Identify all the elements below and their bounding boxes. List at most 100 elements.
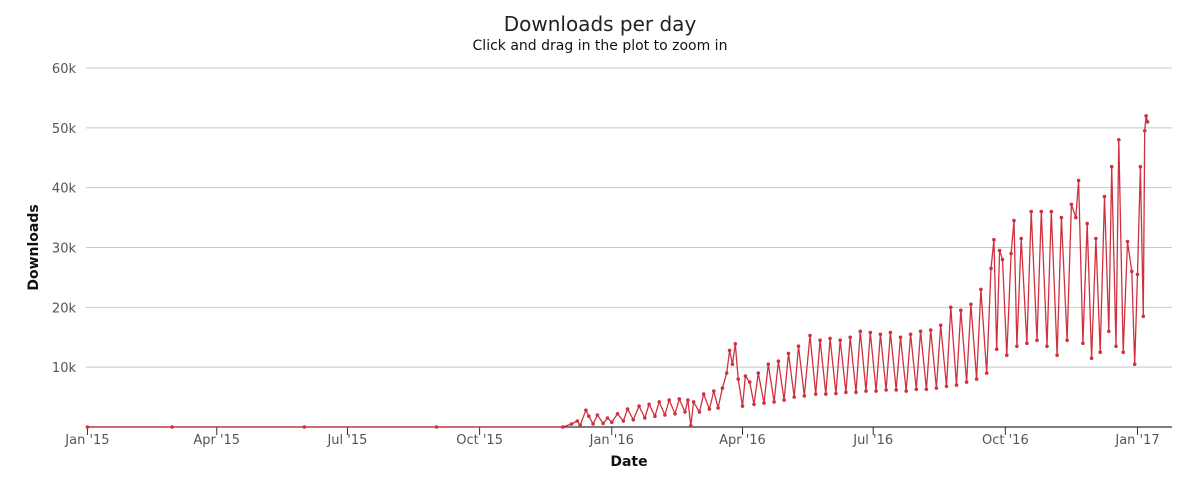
data-point[interactable]: [743, 374, 748, 378]
data-point[interactable]: [736, 377, 740, 381]
data-point[interactable]: [733, 342, 738, 346]
data-point[interactable]: [766, 362, 771, 367]
data-point[interactable]: [631, 418, 636, 422]
data-point[interactable]: [697, 410, 702, 414]
data-point[interactable]: [1117, 138, 1121, 142]
data-point[interactable]: [591, 422, 595, 426]
data-point[interactable]: [1081, 341, 1085, 346]
data-point[interactable]: [1145, 120, 1150, 124]
data-point[interactable]: [868, 330, 873, 335]
data-point[interactable]: [949, 305, 953, 310]
data-point[interactable]: [683, 410, 687, 414]
data-point[interactable]: [302, 425, 307, 429]
data-point[interactable]: [1144, 114, 1148, 118]
data-point[interactable]: [786, 351, 791, 356]
data-point[interactable]: [997, 248, 1002, 253]
data-point[interactable]: [874, 389, 878, 393]
data-point[interactable]: [1069, 202, 1074, 207]
data-point[interactable]: [605, 416, 610, 420]
data-point[interactable]: [792, 395, 796, 399]
data-point[interactable]: [584, 408, 588, 413]
data-point[interactable]: [854, 390, 858, 395]
data-point[interactable]: [756, 371, 761, 375]
data-point[interactable]: [657, 400, 661, 404]
data-point[interactable]: [796, 344, 801, 349]
data-point[interactable]: [578, 423, 582, 428]
data-point[interactable]: [904, 389, 908, 393]
data-point[interactable]: [818, 338, 822, 343]
data-point[interactable]: [838, 338, 842, 343]
data-point[interactable]: [878, 332, 883, 337]
data-point[interactable]: [1109, 164, 1114, 169]
data-point[interactable]: [772, 400, 776, 404]
data-point[interactable]: [170, 425, 174, 429]
data-point[interactable]: [689, 424, 693, 428]
data-point[interactable]: [1019, 236, 1023, 241]
data-point[interactable]: [701, 392, 706, 396]
data-point[interactable]: [752, 402, 756, 407]
data-point[interactable]: [954, 383, 959, 387]
data-point[interactable]: [727, 348, 732, 353]
data-point[interactable]: [653, 414, 657, 419]
data-point[interactable]: [1142, 129, 1147, 133]
data-point[interactable]: [595, 413, 600, 417]
data-point[interactable]: [1089, 356, 1094, 361]
data-point[interactable]: [747, 380, 752, 384]
data-point[interactable]: [928, 328, 933, 332]
data-point[interactable]: [1076, 178, 1081, 183]
data-point[interactable]: [716, 406, 720, 410]
data-point[interactable]: [621, 419, 626, 423]
data-point[interactable]: [569, 422, 574, 426]
data-point[interactable]: [944, 384, 949, 389]
data-point[interactable]: [1121, 350, 1125, 355]
data-point[interactable]: [712, 389, 716, 393]
data-point[interactable]: [802, 394, 807, 398]
data-point[interactable]: [686, 398, 690, 402]
data-point[interactable]: [1000, 257, 1005, 262]
data-point[interactable]: [894, 388, 898, 392]
data-point[interactable]: [898, 335, 903, 340]
data-point[interactable]: [1125, 239, 1130, 244]
data-point[interactable]: [1059, 215, 1064, 220]
data-point[interactable]: [677, 397, 682, 401]
data-point[interactable]: [1132, 362, 1137, 367]
data-point[interactable]: [673, 412, 677, 416]
data-point[interactable]: [984, 371, 989, 375]
data-point[interactable]: [992, 237, 996, 242]
data-point[interactable]: [730, 362, 735, 367]
data-point[interactable]: [561, 425, 565, 429]
data-point[interactable]: [828, 336, 832, 341]
data-point[interactable]: [914, 387, 919, 392]
data-point[interactable]: [625, 407, 630, 411]
data-point[interactable]: [1138, 164, 1143, 169]
data-point[interactable]: [615, 412, 620, 416]
data-point[interactable]: [601, 421, 605, 426]
data-point[interactable]: [959, 308, 963, 313]
data-point[interactable]: [434, 425, 439, 429]
data-point[interactable]: [85, 425, 90, 429]
data-point[interactable]: [647, 402, 651, 407]
data-point[interactable]: [1135, 272, 1140, 277]
data-point[interactable]: [1005, 353, 1009, 358]
data-point[interactable]: [918, 329, 923, 334]
data-point[interactable]: [813, 392, 818, 396]
data-point[interactable]: [834, 391, 838, 396]
data-point[interactable]: [1015, 344, 1019, 349]
data-point[interactable]: [667, 398, 671, 402]
data-point[interactable]: [864, 389, 868, 393]
data-point[interactable]: [989, 266, 993, 271]
data-point[interactable]: [1102, 194, 1107, 199]
data-point[interactable]: [1085, 221, 1089, 226]
data-point[interactable]: [824, 392, 828, 396]
data-point[interactable]: [691, 400, 696, 404]
data-point[interactable]: [575, 419, 580, 423]
data-point[interactable]: [707, 407, 712, 411]
data-point[interactable]: [740, 404, 745, 408]
data-point[interactable]: [637, 404, 641, 408]
data-point[interactable]: [808, 333, 812, 338]
data-point[interactable]: [924, 387, 929, 392]
data-point[interactable]: [964, 380, 969, 384]
data-point[interactable]: [1049, 209, 1054, 214]
data-point[interactable]: [848, 335, 852, 340]
